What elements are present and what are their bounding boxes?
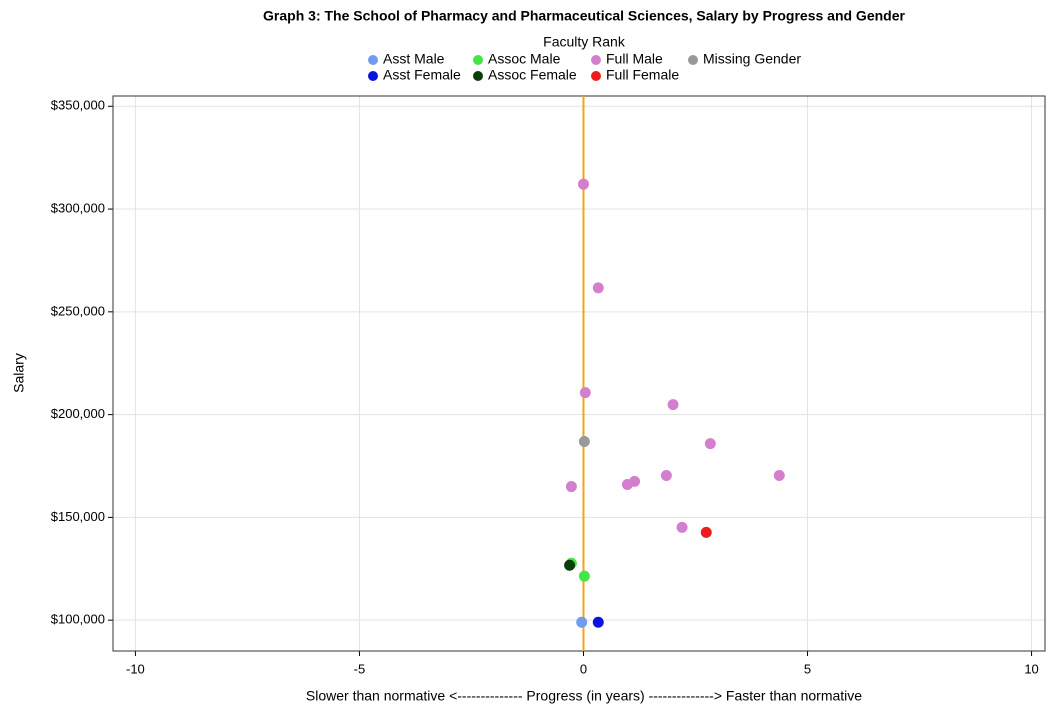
x-tick-label: -5 [354,661,366,676]
point [667,399,679,411]
chart-title: Graph 3: The School of Pharmacy and Phar… [263,8,905,24]
point [592,282,604,294]
x-tick-label: 5 [804,661,811,676]
legend-label: Assoc Male [488,51,561,67]
legend-marker [368,55,378,65]
y-tick-label: $350,000 [51,98,105,113]
legend-marker [473,71,483,81]
point [579,387,591,399]
x-tick-label: 10 [1024,661,1038,676]
point [577,178,589,190]
plot-frame [112,95,1046,652]
point [564,559,576,571]
legend-marker [591,55,601,65]
legend-label: Full Female [606,67,679,83]
y-tick-label: $100,000 [51,612,105,627]
legend-label: Missing Gender [703,51,801,67]
point [700,526,712,538]
point [576,616,588,628]
legend-label: Asst Female [383,67,461,83]
y-axis-label: Salary [11,353,27,393]
legend-label: Asst Male [383,51,445,67]
point [578,436,590,448]
point [676,521,688,533]
legend-marker [368,71,378,81]
legend-label: Assoc Female [488,67,577,83]
y-tick-label: $300,000 [51,200,105,215]
point [704,438,716,450]
x-axis-label: Slower than normative <-------------- Pr… [306,688,862,704]
x-tick-label: 0 [580,661,587,676]
legend-marker [473,55,483,65]
x-tick-label: -10 [126,661,145,676]
legend-marker [688,55,698,65]
y-tick-label: $150,000 [51,509,105,524]
point [629,475,641,487]
point [660,469,672,481]
y-tick-label: $200,000 [51,406,105,421]
legend-title: Faculty Rank [543,34,626,50]
point [578,570,590,582]
point [773,469,785,481]
legend-marker [591,71,601,81]
legend-label: Full Male [606,51,663,67]
y-tick-label: $250,000 [51,303,105,318]
point [592,616,604,628]
point [565,481,577,493]
